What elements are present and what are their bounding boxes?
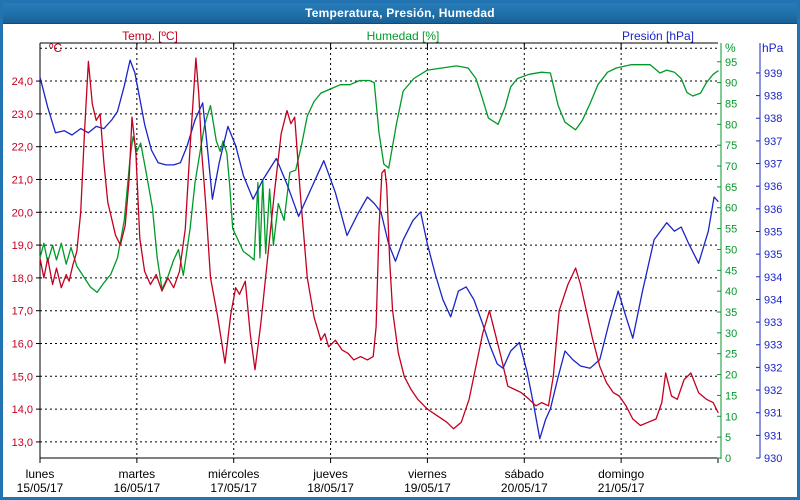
- day-date-label: 15/05/17: [17, 481, 64, 495]
- day-date-label: 17/05/17: [210, 481, 257, 495]
- temperature-tick-label: 19,0: [12, 240, 33, 252]
- day-date-label: 21/05/17: [598, 481, 645, 495]
- pressure-tick-label: 935: [764, 226, 782, 238]
- humidity-tick-label: 65: [725, 182, 737, 194]
- day-name-label: domingo: [598, 467, 644, 481]
- temperature-tick-label: 20,0: [12, 207, 33, 219]
- day-name-label: viernes: [408, 467, 447, 481]
- humidity-tick-label: 90: [725, 78, 737, 90]
- pressure-tick-label: 937: [764, 159, 782, 171]
- temperature-tick-label: 21,0: [12, 174, 33, 186]
- pressure-tick-label: 938: [764, 113, 782, 125]
- window-title: Temperatura, Presión, Humedad: [305, 6, 495, 20]
- humidity-tick-label: 15: [725, 390, 737, 402]
- humidity-tick-label: 35: [725, 307, 737, 319]
- temperature-tick-label: 14,0: [12, 404, 33, 416]
- temperature-series-line: [39, 57, 719, 430]
- temperature-axis-unit: ºC: [49, 41, 62, 55]
- pressure-tick-label: 936: [764, 204, 782, 216]
- humidity-tick-label: 75: [725, 140, 737, 152]
- pressure-tick-label: 933: [764, 317, 782, 329]
- pressure-tick-label: 938: [764, 91, 782, 103]
- temperature-tick-label: 13,0: [12, 437, 33, 449]
- day-date-label: 16/05/17: [113, 481, 160, 495]
- pressure-tick-label: 932: [764, 385, 782, 397]
- day-name-label: martes: [119, 467, 156, 481]
- pressure-tick-label: 930: [764, 453, 782, 465]
- day-name-label: miércoles: [208, 467, 259, 481]
- humidity-tick-label: 45: [725, 265, 737, 277]
- humidity-tick-label: 30: [725, 328, 737, 340]
- humidity-tick-label: 70: [725, 161, 737, 173]
- window-titlebar: Temperatura, Presión, Humedad: [3, 3, 797, 24]
- pressure-tick-label: 934: [764, 294, 782, 306]
- pressure-tick-label: 931: [764, 408, 782, 420]
- pressure-tick-label: 937: [764, 136, 782, 148]
- chart-canvas: 24,0 23,0 22,0 21,0 20,0 19,0 18,0 17,0 16,0 15,0…: [12, 41, 784, 495]
- pressure-tick-label: 934: [764, 272, 782, 284]
- day-date-label: 20/05/17: [501, 481, 548, 495]
- humidity-tick-label: 85: [725, 98, 737, 110]
- humidity-tick-label: 20: [725, 370, 737, 382]
- humidity-tick-label: 10: [725, 411, 737, 423]
- humidity-axis-unit: %: [725, 41, 736, 55]
- temperature-tick-label: 17,0: [12, 306, 33, 318]
- day-name-label: jueves: [312, 467, 348, 481]
- day-name-label: lunes: [26, 467, 55, 481]
- day-date-label: 19/05/17: [404, 481, 451, 495]
- humidity-tick-label: 5: [725, 432, 731, 444]
- legend-pressure: Presión [hPa]: [621, 29, 695, 43]
- legend-temperature: Temp. [ºC]: [122, 29, 178, 43]
- temperature-tick-label: 22,0: [12, 142, 33, 154]
- humidity-tick-label: 60: [725, 203, 737, 215]
- humidity-tick-label: 50: [725, 244, 737, 256]
- legend-humidity: Humedad [%]: [366, 29, 440, 43]
- humidity-series-line: [39, 64, 719, 294]
- pressure-tick-label: 939: [764, 68, 782, 80]
- pressure-tick-label: 935: [764, 249, 782, 261]
- temperature-tick-label: 24,0: [12, 76, 33, 88]
- pressure-tick-label: 936: [764, 181, 782, 193]
- pressure-axis-unit: hPa: [762, 41, 784, 55]
- humidity-tick-label: 95: [725, 57, 737, 69]
- pressure-tick-label: 932: [764, 362, 782, 374]
- temperature-tick-label: 18,0: [12, 273, 33, 285]
- pressure-tick-label: 931: [764, 430, 782, 442]
- humidity-tick-label: 55: [725, 224, 737, 236]
- humidity-tick-label: 40: [725, 286, 737, 298]
- temperature-tick-label: 23,0: [12, 109, 33, 121]
- day-name-label: sábado: [505, 467, 545, 481]
- humidity-tick-label: 25: [725, 349, 737, 361]
- humidity-tick-label: 0: [725, 453, 731, 465]
- humidity-tick-label: 80: [725, 119, 737, 131]
- day-date-label: 18/05/17: [307, 481, 354, 495]
- temperature-tick-label: 15,0: [12, 371, 33, 383]
- temperature-tick-label: 16,0: [12, 339, 33, 351]
- pressure-tick-label: 933: [764, 340, 782, 352]
